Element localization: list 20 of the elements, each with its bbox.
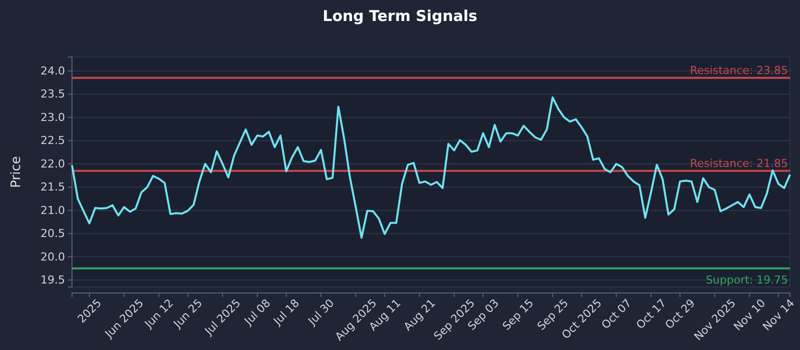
y-tick-label: 21.0 [40, 204, 65, 217]
y-tick-label: 23.0 [40, 110, 65, 124]
x-tick-label: Oct 07 [599, 296, 634, 332]
y-tick-label: 23.5 [40, 88, 65, 101]
ref-line-label: Resistance: 23.85 [690, 64, 788, 77]
y-tick-label: 19.5 [40, 274, 65, 287]
y-tick-label: 24.0 [40, 64, 65, 78]
x-tick-label: Oct 29 [662, 296, 698, 332]
y-tick-label: 20.0 [40, 250, 65, 264]
y-axis-title: Price [9, 156, 24, 188]
ref-line-label: Support: 19.75 [706, 273, 788, 286]
x-tick-label: Sep 15 [500, 296, 536, 333]
y-tick-label: 22.0 [40, 157, 65, 170]
x-tick-label: Jul 30 [305, 296, 337, 328]
y-tick-label: 22.5 [40, 134, 65, 148]
y-tick-label: 21.5 [40, 180, 65, 194]
line-series [71, 96, 791, 239]
y-tick-label: 20.5 [40, 227, 65, 240]
chart-title: Long Term Signals [322, 7, 478, 25]
ref-line-label: Resistance: 21.85 [690, 156, 788, 170]
